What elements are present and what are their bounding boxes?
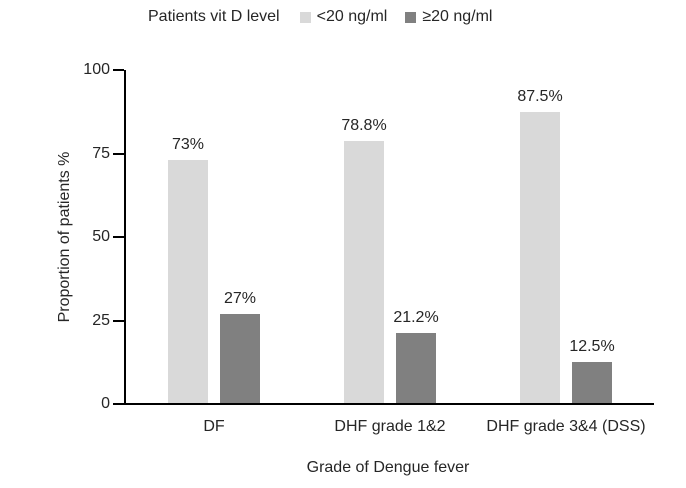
category-label: DHF grade 1&2 bbox=[334, 418, 446, 435]
y-tick-label: 75 bbox=[92, 144, 110, 162]
bar-over-20 bbox=[396, 333, 436, 404]
legend-item-over-20: ≥20 ng/ml bbox=[405, 8, 492, 26]
y-tick-mark bbox=[113, 319, 124, 322]
category-label: DHF grade 3&4 (DSS) bbox=[486, 418, 646, 435]
legend-item-label: <20 ng/ml bbox=[316, 8, 388, 25]
bar-value-label: 78.8% bbox=[341, 116, 387, 134]
y-tick-label: 25 bbox=[92, 311, 110, 329]
plot-area: 0 25 50 75 100 73% 27% DF 78.8% 21.2% DHF grade 1&… bbox=[83, 61, 654, 435]
bar-value-label: 12.5% bbox=[569, 338, 615, 356]
bar-over-20 bbox=[220, 313, 260, 404]
legend-title: Patients vit D level bbox=[148, 8, 280, 25]
bar-over-20 bbox=[572, 362, 612, 404]
category-label: DF bbox=[203, 418, 225, 435]
bar-value-label: 21.2% bbox=[393, 309, 439, 327]
x-axis-title: Grade of Dengue fever bbox=[306, 459, 470, 476]
legend-swatch-over-20-icon bbox=[405, 11, 417, 23]
y-tick-mark bbox=[113, 69, 124, 71]
bar-value-label: 73% bbox=[171, 136, 205, 154]
legend-swatch-under-20-icon bbox=[299, 11, 311, 23]
y-tick-label: 100 bbox=[83, 61, 110, 78]
y-tick-label: 50 bbox=[92, 228, 110, 245]
bar-value-label: 27% bbox=[223, 289, 257, 307]
y-tick-mark bbox=[113, 236, 124, 238]
chart-legend: Patients vit D level <20 ng/ml ≥20 ng/ml bbox=[148, 8, 510, 26]
bar-value-label: 87.5% bbox=[517, 87, 563, 105]
x-axis-line bbox=[124, 403, 654, 405]
bar-under-20 bbox=[520, 111, 560, 404]
bar-under-20 bbox=[344, 140, 384, 404]
bar-under-20 bbox=[168, 160, 208, 404]
y-tick-mark bbox=[113, 152, 124, 155]
legend-item-under-20: <20 ng/ml bbox=[299, 8, 388, 26]
legend-item-label: ≥20 ng/ml bbox=[422, 8, 493, 25]
y-tick-label: 0 bbox=[101, 395, 110, 412]
y-tick-mark bbox=[113, 403, 124, 405]
